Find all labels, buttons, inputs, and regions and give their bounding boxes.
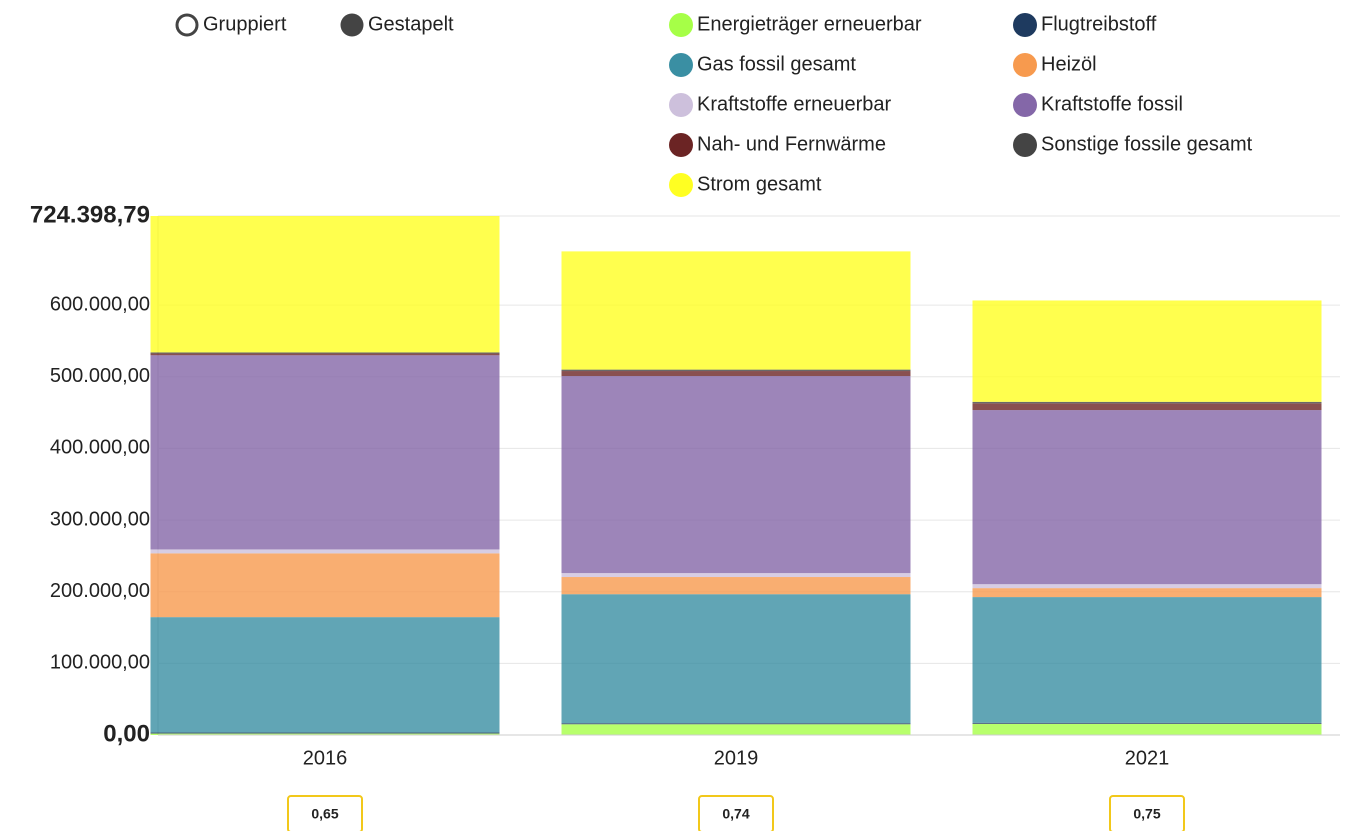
legend-label[interactable]: Nah- und Fernwärme (697, 133, 886, 155)
bar-segment (972, 584, 1322, 589)
legend-label[interactable]: Gas fossil gesamt (697, 53, 856, 75)
badge (287, 795, 363, 831)
radio-gestapelt[interactable] (340, 13, 364, 37)
y-tick-label: 724.398,79 (30, 201, 150, 228)
bar-segment (972, 723, 1322, 735)
bar-segment (561, 251, 911, 370)
bar-segment (150, 355, 500, 550)
bar-segment (972, 300, 1322, 402)
bar-segment (561, 376, 911, 574)
legend-swatch[interactable] (669, 133, 693, 157)
y-tick-label: 500.000,00 (50, 365, 150, 387)
badge-text: 0,75 (1133, 806, 1160, 822)
badge-text: 0,65 (311, 806, 338, 822)
bar-segment (972, 588, 1322, 598)
bar-segment (561, 724, 911, 735)
legend-swatch[interactable] (1013, 133, 1037, 157)
bar-segment (561, 594, 911, 724)
radio-label[interactable]: Gestapelt (368, 13, 454, 35)
legend-swatch[interactable] (669, 93, 693, 117)
bar-segment (150, 215, 500, 353)
badge (698, 795, 774, 831)
legend-label[interactable]: Kraftstoffe erneuerbar (697, 93, 892, 115)
radio-gruppiert[interactable] (175, 13, 199, 37)
x-tick-label: 2019 (714, 747, 759, 769)
bar-segment (150, 617, 500, 733)
y-tick-label: 400.000,00 (50, 437, 150, 459)
legend-swatch[interactable] (669, 13, 693, 37)
x-tick-label: 2021 (1125, 747, 1170, 769)
bar-segment (150, 549, 500, 554)
bar-segment (150, 732, 500, 734)
legend-swatch[interactable] (669, 173, 693, 197)
controls: Gruppiert Gestapelt (175, 13, 454, 37)
bar-segment (561, 371, 911, 377)
y-tick-label: 200.000,00 (50, 580, 150, 602)
y-tick-label: 300.000,00 (50, 508, 150, 530)
bar-segment (972, 597, 1322, 723)
bar-segment (561, 573, 911, 578)
x-tick-label: 2016 (303, 747, 348, 769)
badge (1109, 795, 1185, 831)
y-tick-label: 600.000,00 (50, 293, 150, 315)
legend-label[interactable]: Energieträger erneuerbar (697, 13, 922, 35)
legend-label[interactable]: Strom gesamt (697, 173, 822, 195)
legend-swatch[interactable] (1013, 93, 1037, 117)
bar-segment (150, 553, 500, 618)
legend-label[interactable]: Heizöl (1041, 53, 1097, 75)
bar-segment (972, 410, 1322, 585)
bar-segment (561, 577, 911, 595)
bar-segment (150, 733, 500, 735)
bar-segment (972, 403, 1322, 411)
y-tick-label: 0,00 (103, 720, 150, 747)
bar-segment (972, 401, 1322, 404)
legend-swatch[interactable] (1013, 13, 1037, 37)
radio-label[interactable]: Gruppiert (203, 13, 287, 35)
legend-label[interactable]: Sonstige fossile gesamt (1041, 133, 1253, 155)
legend-swatch[interactable] (669, 53, 693, 77)
legend-label[interactable]: Flugtreibstoff (1041, 13, 1157, 35)
bar-segment (561, 369, 911, 372)
badge-text: 0,74 (722, 806, 749, 822)
bar-segment (561, 723, 911, 725)
legend-label[interactable]: Kraftstoffe fossil (1041, 93, 1183, 115)
bar-segment (150, 353, 500, 356)
y-tick-label: 100.000,00 (50, 652, 150, 674)
legend-swatch[interactable] (1013, 53, 1037, 77)
bar-segment (972, 722, 1322, 724)
bar-segment (150, 352, 500, 354)
